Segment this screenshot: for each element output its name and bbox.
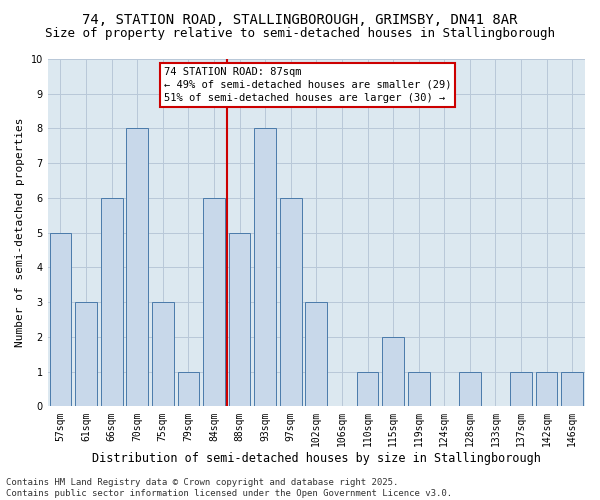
Bar <box>254 128 276 406</box>
Text: Size of property relative to semi-detached houses in Stallingborough: Size of property relative to semi-detach… <box>45 28 555 40</box>
Bar <box>50 232 71 406</box>
Bar <box>562 372 583 406</box>
Bar <box>305 302 327 406</box>
Text: Contains HM Land Registry data © Crown copyright and database right 2025.
Contai: Contains HM Land Registry data © Crown c… <box>6 478 452 498</box>
Bar <box>510 372 532 406</box>
X-axis label: Distribution of semi-detached houses by size in Stallingborough: Distribution of semi-detached houses by … <box>92 452 541 465</box>
Bar <box>178 372 199 406</box>
Bar <box>536 372 557 406</box>
Bar <box>459 372 481 406</box>
Text: 74 STATION ROAD: 87sqm
← 49% of semi-detached houses are smaller (29)
51% of sem: 74 STATION ROAD: 87sqm ← 49% of semi-det… <box>164 66 452 103</box>
Bar <box>229 232 250 406</box>
Bar <box>382 337 404 406</box>
Bar <box>356 372 379 406</box>
Bar <box>408 372 430 406</box>
Bar <box>101 198 122 406</box>
Bar <box>75 302 97 406</box>
Bar <box>203 198 225 406</box>
Bar <box>152 302 173 406</box>
Text: 74, STATION ROAD, STALLINGBOROUGH, GRIMSBY, DN41 8AR: 74, STATION ROAD, STALLINGBOROUGH, GRIMS… <box>82 12 518 26</box>
Bar <box>127 128 148 406</box>
Bar <box>280 198 302 406</box>
Y-axis label: Number of semi-detached properties: Number of semi-detached properties <box>15 118 25 348</box>
